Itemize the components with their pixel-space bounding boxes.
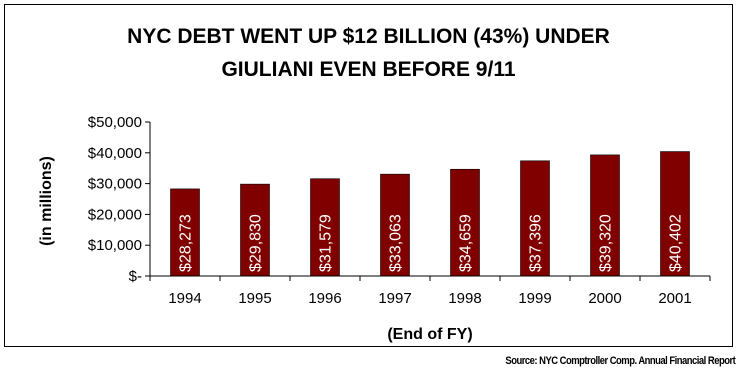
bar-data-label: $31,579	[318, 214, 335, 272]
x-tick-label: 1998	[448, 290, 481, 307]
bar-data-label: $37,396	[528, 214, 545, 272]
bar-data-label: $29,830	[248, 214, 265, 272]
y-tick-label: $30,000	[88, 176, 142, 193]
bar-1994	[170, 188, 200, 277]
x-tick-label: 1999	[518, 290, 551, 307]
x-tick-label: 1995	[238, 290, 271, 307]
bar-data-label: $39,320	[598, 214, 615, 272]
bar-data-label: $33,063	[388, 214, 405, 272]
y-tick-label: $20,000	[88, 206, 142, 223]
y-tick-label: $40,000	[88, 145, 142, 162]
bar-1999	[520, 160, 550, 277]
bar-1998	[450, 168, 480, 277]
y-tick-label: $50,000	[88, 114, 142, 131]
y-tick-label: $-	[129, 268, 142, 285]
bar-1995	[240, 183, 270, 277]
bar-1996	[310, 178, 340, 277]
bar-data-label: $34,659	[458, 214, 475, 272]
y-tick-label: $10,000	[88, 237, 142, 254]
chart-title-line-1: NYC DEBT WENT UP $12 BILLION (43%) UNDER	[127, 25, 610, 48]
bar-1997	[380, 173, 410, 277]
y-axis-title: (in millions)	[38, 156, 55, 246]
x-tick-label: 2000	[588, 290, 621, 307]
x-axis-ticks: 1994 1995 1996 1997 1998 1999 2000 2001	[149, 276, 711, 307]
bar-data-label: $40,402	[668, 214, 685, 272]
x-tick-label: 1997	[378, 290, 411, 307]
bar-2001	[660, 151, 690, 277]
x-tick-label: 1996	[308, 290, 341, 307]
x-tick-label: 1994	[168, 290, 201, 307]
x-tick-label: 2001	[658, 290, 691, 307]
bar-data-label: $28,273	[178, 214, 195, 272]
chart-title-line-2: GIULIANI EVEN BEFORE 9/11	[221, 58, 516, 81]
source-note: Source: NYC Comptroller Comp. Annual Fin…	[505, 355, 735, 367]
x-axis-title: (End of FY)	[387, 326, 472, 343]
bar-2000	[590, 154, 620, 277]
bars: $28,273 $29,830 $31,579 $33,063 $34,659 $37,3…	[170, 151, 690, 277]
y-axis-ticks: $- $10,000 $20,000 $30,000 $40,000 $50,000	[88, 114, 150, 285]
